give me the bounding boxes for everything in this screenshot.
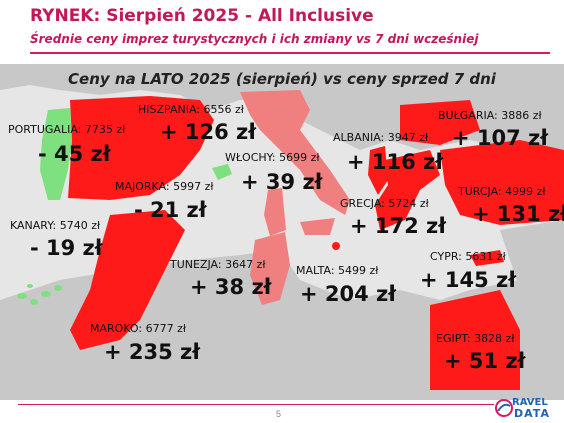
- map-area: [0, 64, 564, 408]
- change-tunezja: + 38 zł: [190, 275, 272, 299]
- change-wlochy: + 39 zł: [241, 170, 323, 194]
- map-title: Ceny na LATO 2025 (sierpień) vs ceny spr…: [68, 70, 496, 88]
- region-cypr: [470, 250, 504, 266]
- region-malta: [332, 242, 340, 250]
- region-albania: [368, 146, 388, 195]
- label-egipt: EGIPT: 3828 zł: [436, 332, 515, 345]
- change-grecja: + 172 zł: [350, 214, 447, 238]
- change-egipt: + 51 zł: [444, 349, 526, 373]
- label-bulgaria: BUŁGARIA: 3886 zł: [438, 109, 542, 122]
- region-portugalia: [40, 108, 72, 200]
- logo-text-data: DATA: [514, 407, 550, 420]
- region-sycylia: [300, 218, 335, 235]
- region-turcja: [440, 140, 564, 225]
- label-majorka: MAJORKA: 5997 zł: [115, 180, 214, 193]
- region-tunezja: [250, 232, 290, 305]
- region-egipt: [430, 290, 520, 390]
- change-bulgaria: + 107 zł: [452, 126, 549, 150]
- mediterranean-map: [0, 64, 564, 408]
- region-majorka: [212, 164, 232, 180]
- slide-subtitle: Średnie ceny imprez turystycznych i ich …: [30, 32, 479, 46]
- label-wlochy: WŁOCHY: 5699 zł: [225, 151, 320, 164]
- change-majorka: - 21 zł: [134, 198, 207, 222]
- page-number: 5: [276, 409, 282, 419]
- logo-text-travel: RAVEL: [512, 397, 548, 408]
- change-albania: + 116 zł: [347, 150, 444, 174]
- region-sardynia: [264, 188, 286, 236]
- label-maroko: MAROKO: 6777 zł: [90, 322, 186, 335]
- change-turcja: + 131 zł: [472, 202, 564, 226]
- change-portugalia: - 45 zł: [38, 142, 111, 166]
- travel-data-logo-icon: [495, 399, 513, 417]
- region-kanary: [17, 284, 62, 305]
- change-maroko: + 235 zł: [104, 340, 201, 364]
- land-middle-east: [500, 220, 564, 290]
- label-hiszpania: HISZPANIA: 6556 zł: [138, 103, 244, 116]
- label-albania: ALBANIA: 3947 zł: [333, 131, 429, 144]
- region-wlochy: [240, 90, 350, 215]
- slide-title: RYNEK: Sierpień 2025 - All Inclusive: [30, 6, 374, 26]
- label-tunezja: TUNEZJA: 3647 zł: [170, 258, 266, 271]
- region-grecja: [375, 150, 440, 230]
- slide-footer: [0, 400, 564, 423]
- label-portugalia: PORTUGALIA: 7735 zł: [8, 123, 126, 136]
- region-hiszpania: [68, 96, 214, 200]
- footer-divider: [18, 404, 494, 405]
- region-maroko: [70, 210, 185, 350]
- header-divider: [30, 52, 550, 54]
- label-kanary: KANARY: 5740 zł: [10, 219, 101, 232]
- change-malta: + 204 zł: [300, 282, 397, 306]
- label-malta: MALTA: 5499 zł: [296, 264, 379, 277]
- label-cypr: CYPR: 5631 zł: [430, 250, 506, 263]
- slide-header: RYNEK: Sierpień 2025 - All Inclusive Śre…: [0, 0, 564, 64]
- change-cypr: + 145 zł: [420, 268, 517, 292]
- change-hiszpania: + 126 zł: [160, 120, 257, 144]
- change-kanary: - 19 zł: [30, 236, 103, 260]
- region-bulgaria: [400, 100, 480, 145]
- label-grecja: GRECJA: 5724 zł: [340, 197, 429, 210]
- label-turcja: TURCJA: 4999 zł: [458, 185, 546, 198]
